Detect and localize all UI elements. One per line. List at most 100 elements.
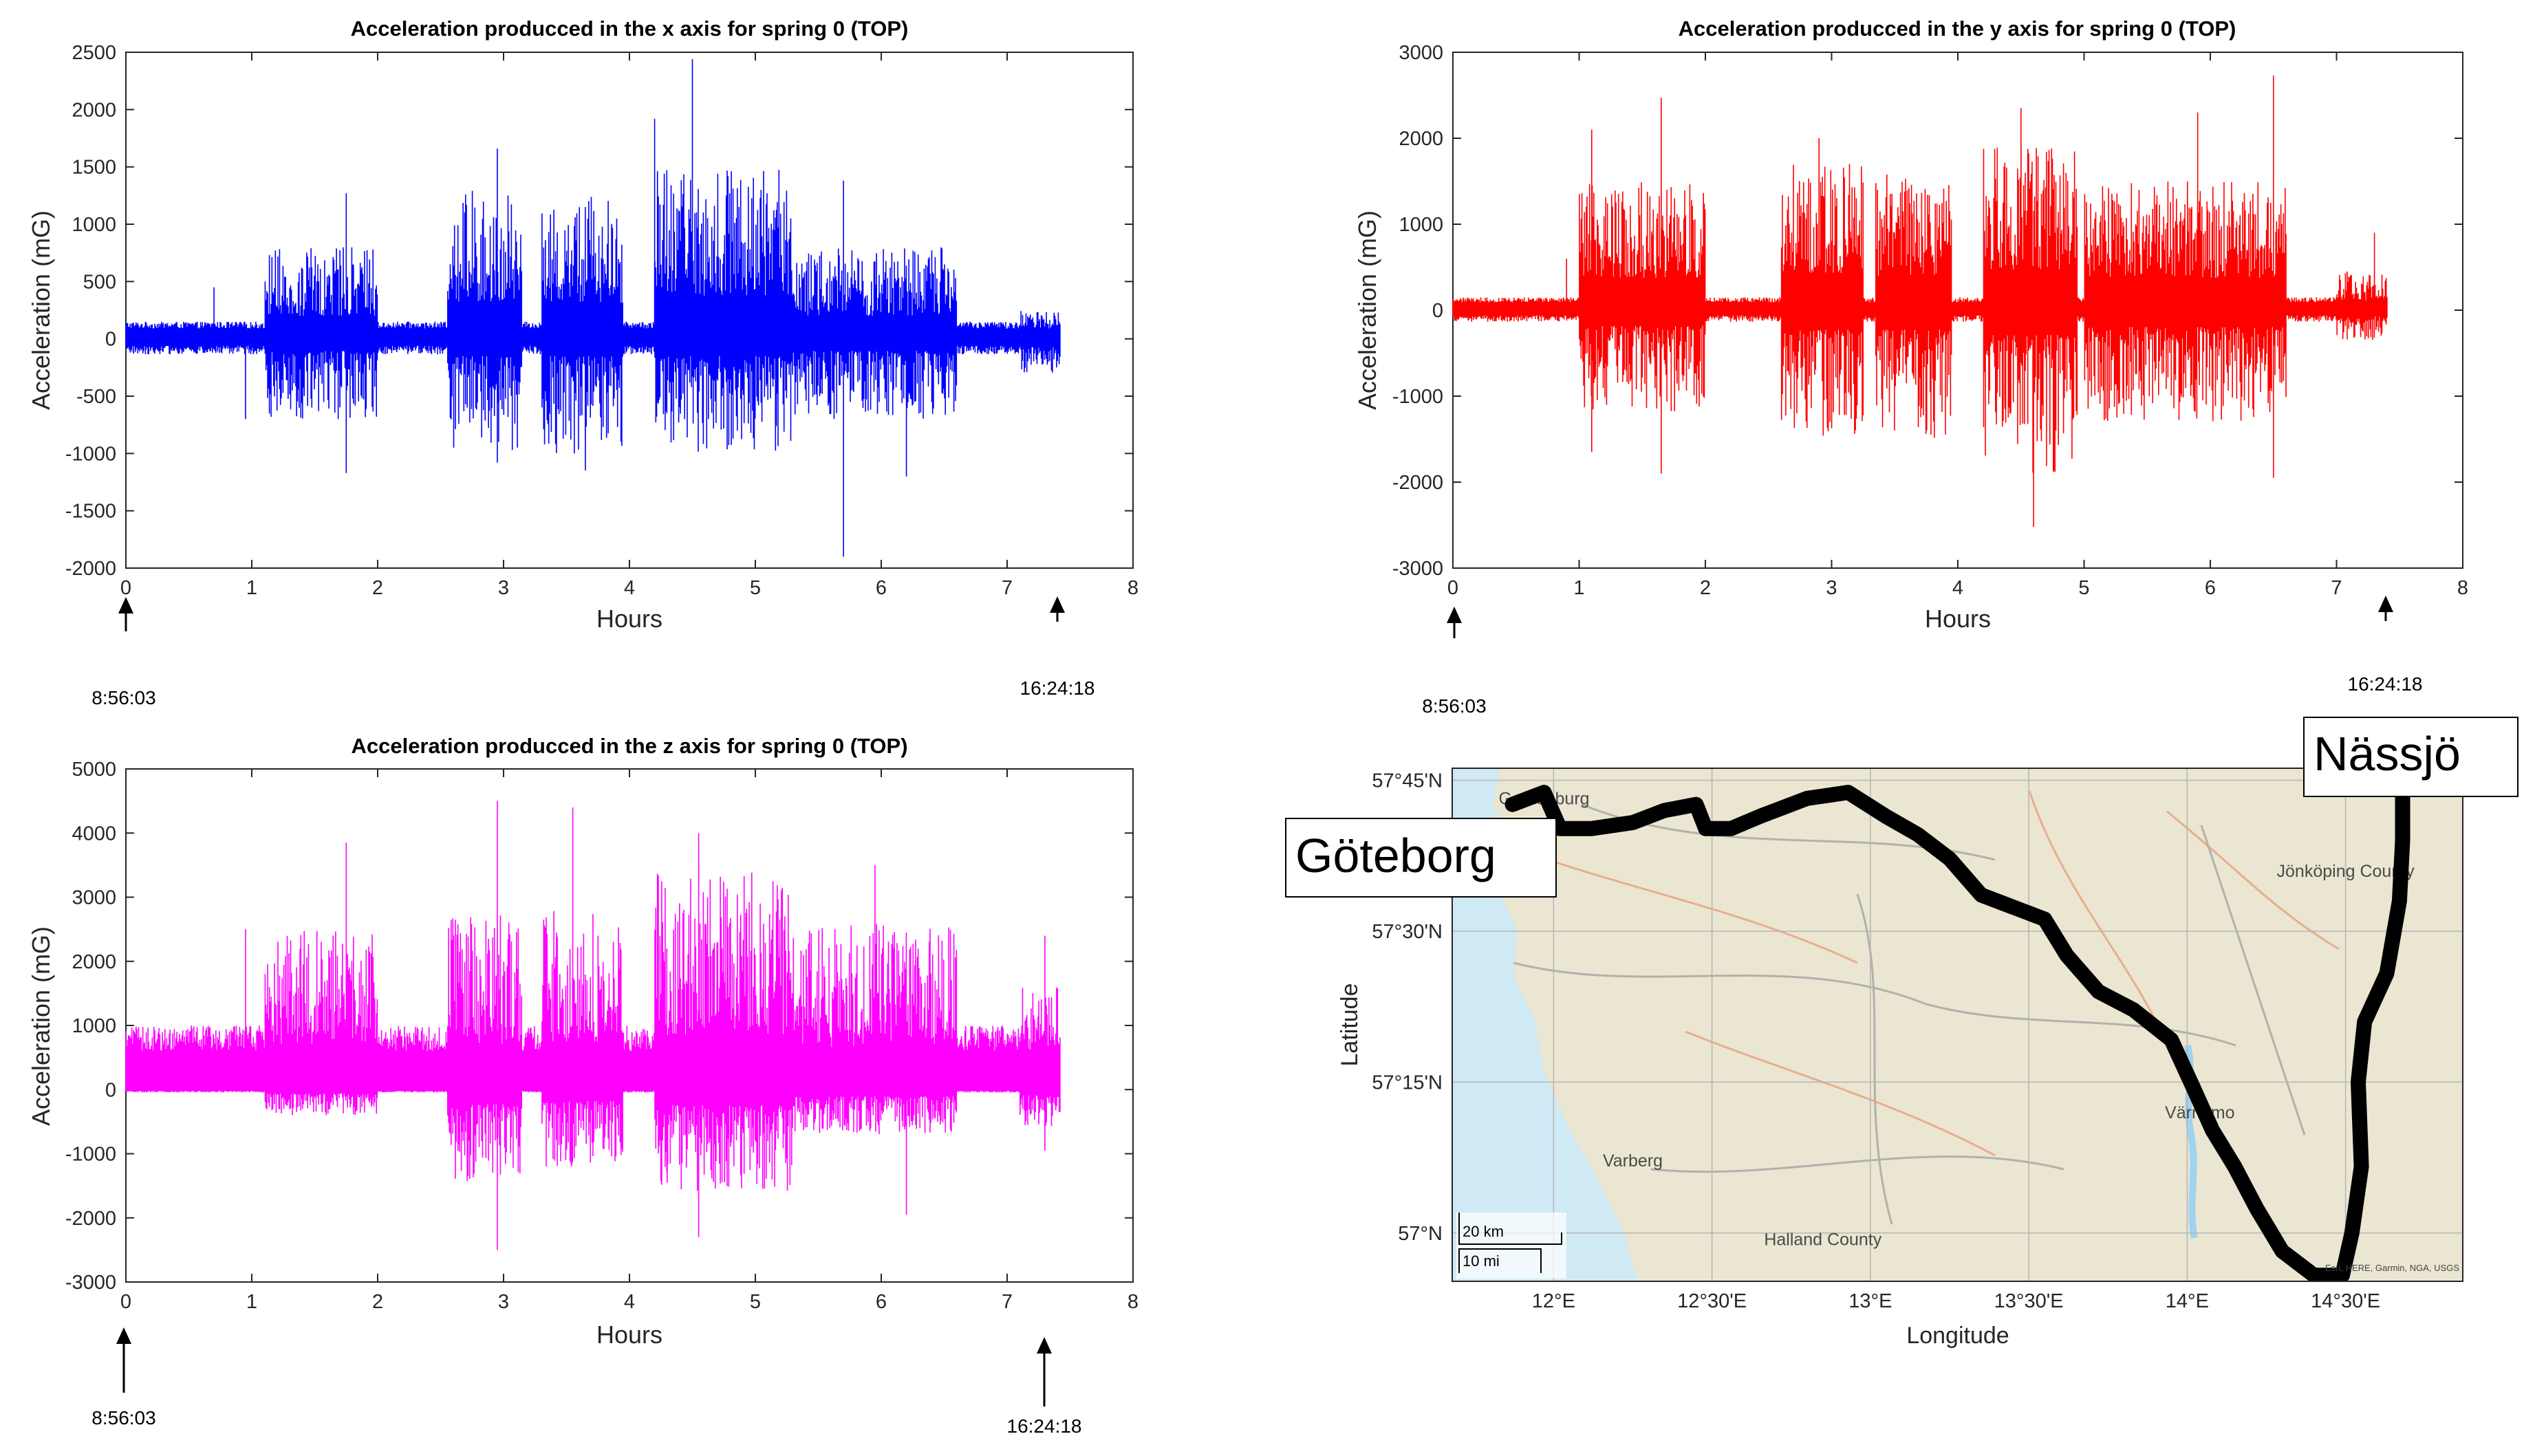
latitude-tick-label: 57°N <box>1398 1223 1443 1245</box>
label-nassjo: Nässjö <box>2303 717 2518 797</box>
x-tick-label: 5 <box>750 1291 761 1313</box>
longitude-tick-label: 14°E <box>2166 1290 2209 1312</box>
x-tick-label: 8 <box>1128 1291 1139 1313</box>
y-axis-label: Acceleration (mG) <box>27 926 55 1126</box>
label-goteborg: Göteborg <box>1285 818 1557 898</box>
x-ticks: 0 1 2 3 4 5 6 7 8 <box>120 52 1139 599</box>
y-tick-label: 0 <box>1432 300 1443 322</box>
end-arrow-head <box>1037 1337 1052 1354</box>
y-tick-label: -2000 <box>65 1208 116 1230</box>
x-axis-label: Hours <box>596 1321 662 1349</box>
x-tick-label: 6 <box>876 1291 887 1313</box>
data-trace <box>125 59 1061 557</box>
start-time-label: 8:56:03 <box>91 687 155 708</box>
y-tick-label: 1000 <box>72 1015 116 1037</box>
y-tick-label: 5000 <box>72 759 116 781</box>
x-tick-label: 0 <box>120 1291 131 1313</box>
y-tick-label: 2000 <box>72 951 116 973</box>
end-time-label: 16:24:18 <box>1020 677 1095 699</box>
x-tick-label: 5 <box>2078 577 2089 599</box>
time-annotations: 8:56:03 16:24:18 <box>1422 596 2423 717</box>
nassjo-box <box>2303 717 2518 797</box>
start-arrow-head <box>1447 607 1462 623</box>
chart-y-axis-acceleration: Acceleration producced in the y axis for… <box>1353 17 2468 717</box>
x-tick-label: 2 <box>372 1291 383 1313</box>
x-tick-label: 7 <box>1002 577 1013 599</box>
y-tick-label: -2000 <box>1392 472 1443 494</box>
map-frame <box>1452 768 2463 1282</box>
y-tick-label: 500 <box>83 271 116 293</box>
end-arrow-head <box>2378 596 2393 612</box>
map-roads <box>1547 790 2340 1157</box>
time-annotations: 8:56:03 16:24:18 <box>91 1327 1082 1437</box>
map-grid <box>1452 768 2463 1281</box>
scale-bar-km <box>1458 1213 1562 1245</box>
y-ticks: -3000 -2000 -1000 0 1000 2000 3000 <box>1392 42 2463 580</box>
start-arrow-head <box>118 597 133 613</box>
map-ticks: 12°E 12°30'E 13°E 13°30'E 14°E 14°30'E 57°45'N… <box>1372 770 2380 1312</box>
x-tick-label: 7 <box>2331 577 2342 599</box>
x-tick-label: 0 <box>1447 577 1458 599</box>
y-tick-label: -3000 <box>1392 558 1443 580</box>
x-ticks: 0 1 2 3 4 5 6 7 8 <box>1447 52 2468 599</box>
scale-bar-background <box>1456 1213 1566 1279</box>
x-tick-label: 1 <box>246 577 257 599</box>
x-tick-label: 3 <box>498 577 509 599</box>
y-axis-label: Latitude <box>1337 984 1363 1067</box>
acceleration-spikes <box>125 801 1061 1250</box>
x-tick-label: 4 <box>624 577 635 599</box>
longitude-tick-label: 13°E <box>1848 1290 1892 1312</box>
x-tick-label: 0 <box>120 577 131 599</box>
scale-mi-label: 10 mi <box>1463 1252 1500 1270</box>
goteborg-box <box>1285 818 1557 898</box>
scale-bar: 20 km 10 mi <box>1456 1213 1566 1279</box>
chart-z-axis-acceleration: Acceleration producced in the z axis for… <box>27 734 1139 1437</box>
longitude-tick-label: 13°30'E <box>1994 1290 2064 1312</box>
end-time-label: 16:24:18 <box>2348 673 2423 695</box>
acceleration-spikes <box>125 59 1061 557</box>
latitude-tick-label: 57°30'N <box>1372 921 1443 943</box>
place-label: Jönköping County <box>2277 862 2415 881</box>
y-tick-label: 2000 <box>1399 128 1443 150</box>
x-ticks: 0 1 2 3 4 5 6 7 8 <box>120 769 1139 1313</box>
route-line <box>1504 785 2410 1281</box>
chart-title: Acceleration producced in the x axis for… <box>351 17 909 41</box>
x-axis-label: Longitude <box>1906 1323 2009 1349</box>
nassjo-text: Nässjö <box>2313 727 2461 781</box>
y-tick-label: 0 <box>105 1079 116 1101</box>
scale-bar-mi <box>1458 1248 1542 1273</box>
end-time-label: 16:24:18 <box>1007 1415 1082 1437</box>
y-tick-label: -1500 <box>65 501 116 523</box>
x-tick-label: 3 <box>1826 577 1837 599</box>
start-time-label: 8:56:03 <box>1422 695 1486 717</box>
map-attribution: Esri, HERE, Garmin, NGA, USGS <box>2325 1263 2459 1273</box>
y-tick-label: -1000 <box>65 1144 116 1166</box>
x-tick-label: 6 <box>2205 577 2216 599</box>
y-ticks: -3000 -2000 -1000 0 1000 2000 3000 4000 5000 <box>65 759 1133 1294</box>
y-tick-label: -2000 <box>65 558 116 580</box>
start-time-label: 8:56:03 <box>91 1407 155 1428</box>
plot-area <box>125 768 1134 1283</box>
x-tick-label: 5 <box>750 577 761 599</box>
y-axis-label: Acceleration (mG) <box>1353 210 1381 410</box>
x-tick-label: 7 <box>1002 1291 1013 1313</box>
goteborg-text: Göteborg <box>1295 829 1496 882</box>
x-axis-label: Hours <box>596 605 662 633</box>
longitude-tick-label: 12°E <box>1532 1290 1575 1312</box>
y-tick-label: 2500 <box>72 42 116 64</box>
data-trace <box>1452 75 2388 527</box>
longitude-tick-label: 12°30'E <box>1677 1290 1747 1312</box>
time-annotations: 8:56:03 16:24:18 <box>91 596 1095 708</box>
x-tick-label: 1 <box>1573 577 1584 599</box>
y-tick-label: 1000 <box>72 214 116 236</box>
x-tick-label: 4 <box>624 1291 635 1313</box>
y-tick-label: 3000 <box>1399 42 1443 64</box>
longitude-tick-label: 14°30'E <box>2311 1290 2380 1312</box>
latitude-tick-label: 57°45'N <box>1372 770 1443 792</box>
x-tick-label: 4 <box>1952 577 1963 599</box>
x-axis-label: Hours <box>1925 605 1991 633</box>
chart-title: Acceleration producced in the z axis for… <box>351 734 907 758</box>
